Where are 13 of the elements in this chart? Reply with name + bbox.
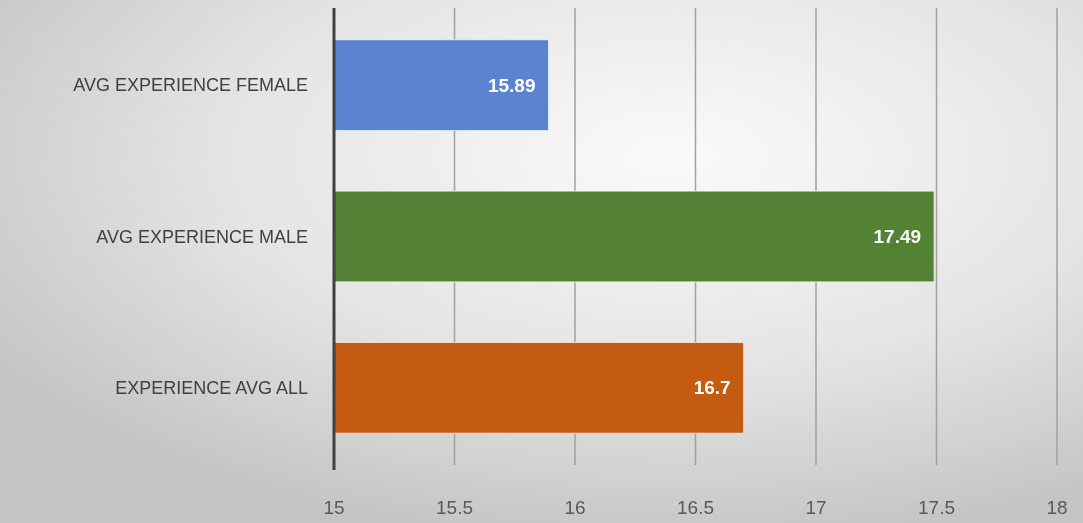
data-label: 17.49 <box>873 226 922 248</box>
x-tick-label: 16.5 <box>677 496 714 518</box>
x-tick-label: 17.5 <box>918 496 955 518</box>
x-tick-label: 17 <box>805 496 827 518</box>
y-tick-label: EXPERIENCE AVG ALL <box>115 378 308 399</box>
data-label: 15.89 <box>487 74 536 96</box>
x-tick-label: 15 <box>323 496 345 518</box>
data-label: 16.7 <box>693 377 731 399</box>
x-tick-label: 18 <box>1046 496 1068 518</box>
y-tick-label: AVG EXPERIENCE MALE <box>96 226 308 247</box>
y-tick-label: AVG EXPERIENCE FEMALE <box>73 75 308 96</box>
x-tick-label: 15.5 <box>436 496 473 518</box>
x-tick-label: 16 <box>564 496 586 518</box>
